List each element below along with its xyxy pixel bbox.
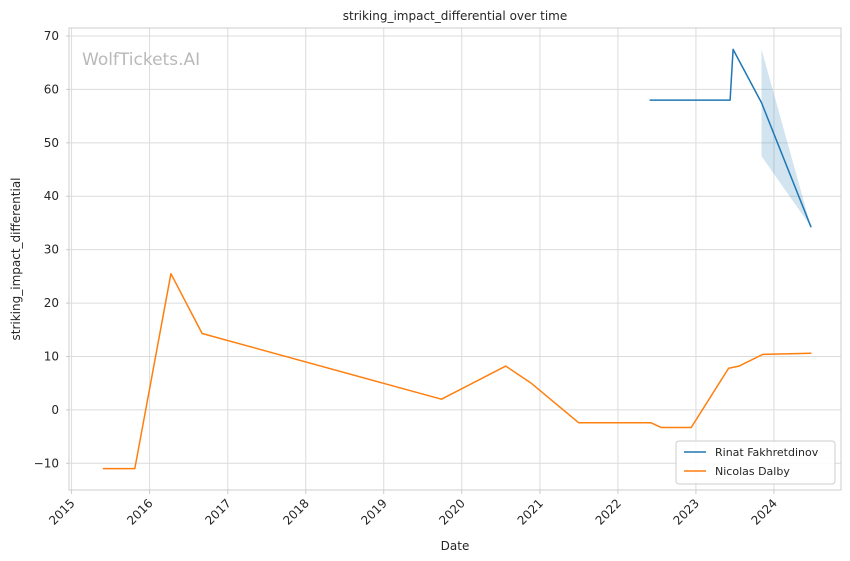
x-tick-label: 2018: [280, 496, 311, 527]
y-tick-label: 60: [44, 82, 59, 96]
chart-title: striking_impact_differential over time: [343, 9, 568, 23]
confidence-band-rinat-fakhretdinov: [761, 49, 811, 227]
x-tick-label: 2016: [124, 496, 155, 527]
y-tick-label: 20: [44, 296, 59, 310]
x-axis-title: Date: [441, 539, 470, 553]
x-tick-label: 2019: [358, 496, 389, 527]
y-axis-title: striking_impact_differential: [9, 177, 23, 340]
plot-background: [69, 28, 841, 490]
y-axis-ticks: −10 0 10 20 30 40 50 60 70: [34, 29, 69, 470]
plot-frame: [68, 27, 842, 491]
legend-box: [675, 440, 836, 485]
y-tick-label: 70: [44, 29, 59, 43]
y-tick-label: 0: [51, 403, 59, 417]
x-tick-label: 2021: [515, 496, 546, 527]
x-tick-label: 2024: [749, 496, 780, 527]
y-tick-label: 40: [44, 189, 59, 203]
legend: Rinat Fakhretdinov Nicolas Dalby: [675, 440, 836, 485]
x-tick-label: 2015: [46, 496, 77, 527]
watermark: WolfTickets.AI: [82, 50, 200, 70]
legend-label-nicolas-dalby: Nicolas Dalby: [715, 465, 790, 478]
x-axis-ticks: 2015 2016 2017 2018 2019 2020 2021 2022 2023 2024: [46, 490, 780, 528]
y-tick-label: 30: [44, 243, 59, 257]
legend-label-rinat-fakhretdinov: Rinat Fakhretdinov: [715, 446, 819, 459]
x-tick-label: 2022: [593, 496, 624, 527]
grid: [69, 28, 841, 490]
y-tick-label: 10: [44, 349, 59, 363]
x-tick-label: 2017: [202, 496, 233, 527]
series-lines: [102, 48, 812, 470]
confidence-bands: [761, 49, 811, 227]
y-tick-label: 50: [44, 136, 59, 150]
y-tick-label: −10: [34, 456, 59, 470]
x-tick-label: 2023: [671, 496, 702, 527]
x-tick-label: 2020: [436, 496, 467, 527]
